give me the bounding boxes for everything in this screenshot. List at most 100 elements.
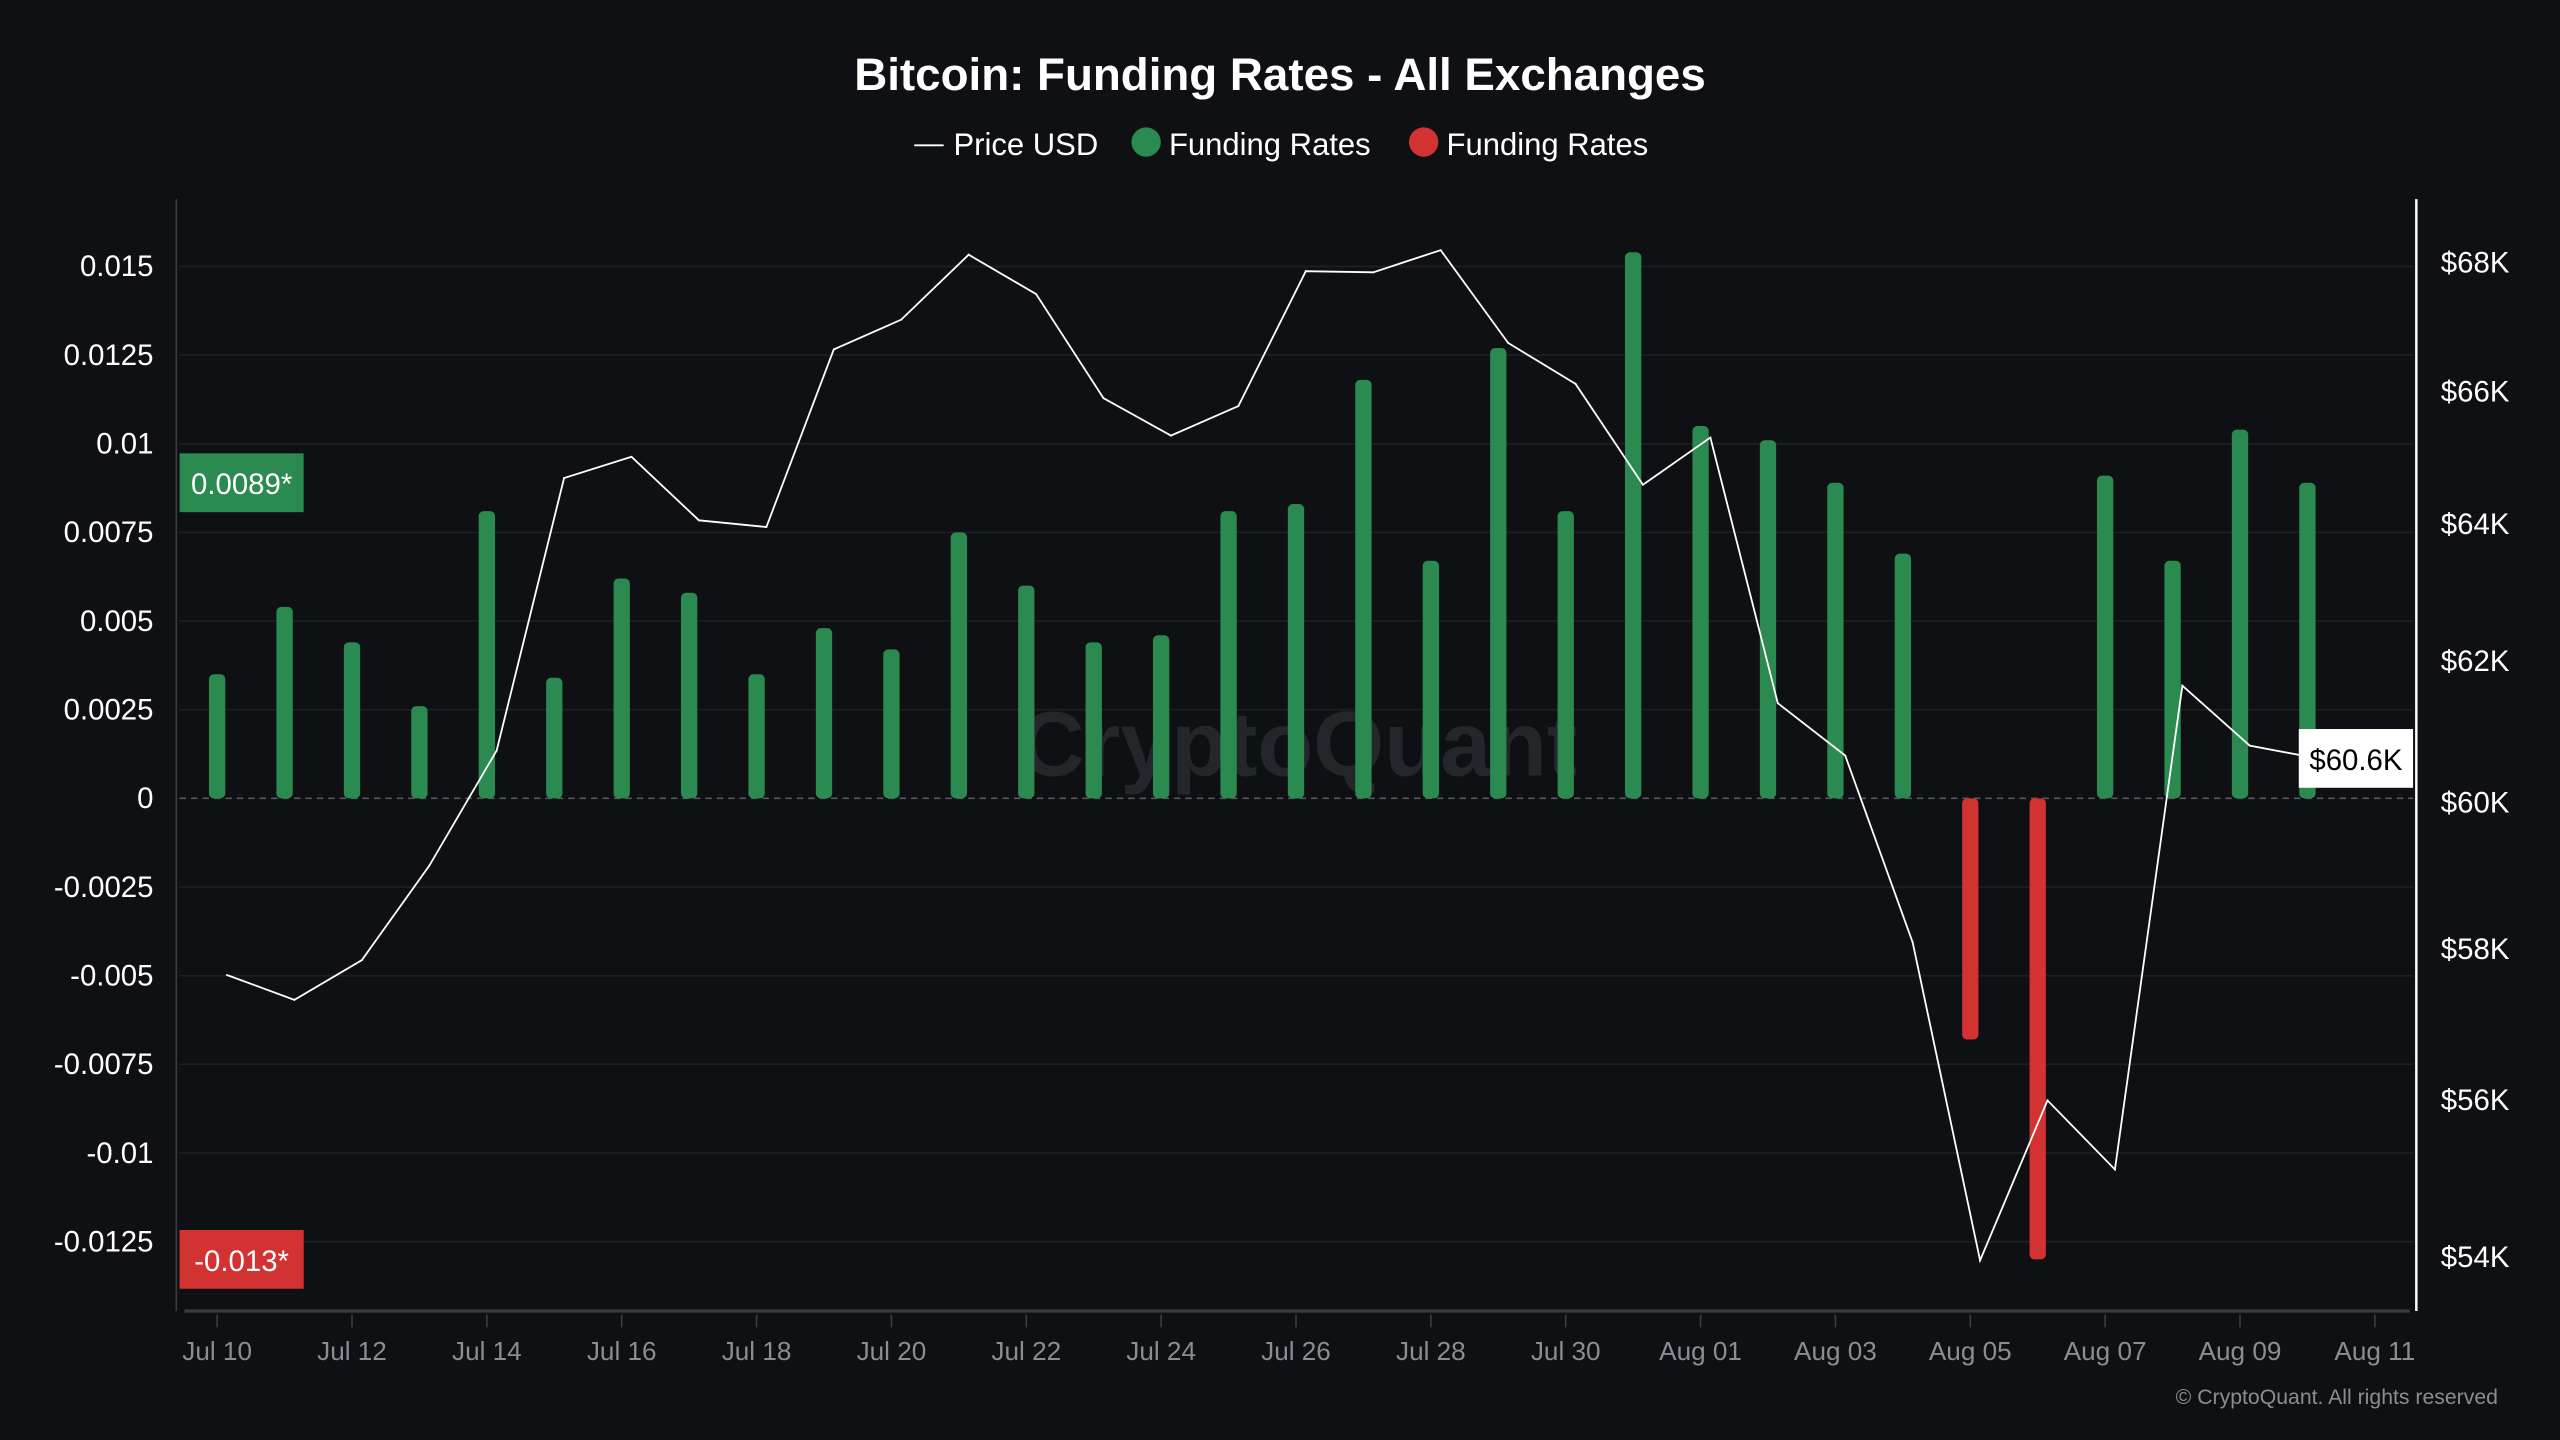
funding-rate-bar	[1759, 440, 1777, 799]
funding-rate-bar	[883, 649, 900, 799]
price-point	[293, 998, 296, 1001]
funding-rate-bar	[411, 706, 428, 799]
funding-rate-bar	[1962, 798, 1979, 1040]
funding-rate-bar	[208, 674, 226, 799]
left-tick-label: 0.0025	[64, 694, 154, 727]
left-tick-label: -0.005	[70, 959, 153, 992]
current-price-marker	[2298, 729, 2414, 788]
left-tick-label: -0.0075	[54, 1048, 154, 1081]
funding-rate-bar	[1152, 635, 1170, 799]
current-price-label: $60.6K	[2309, 744, 2403, 777]
left-tick-label: 0.0075	[64, 516, 154, 549]
funding-rate-bar	[1220, 511, 1237, 799]
footer-copyright: © CryptoQuant. All rights reserved	[2176, 1386, 2498, 1409]
price-point	[428, 864, 431, 867]
right-tick-label: $54K	[2441, 1241, 2510, 1274]
left-tick-label: 0.015	[80, 250, 154, 283]
right-tick-label: $62K	[2441, 645, 2510, 678]
left-tick-label: 0	[137, 782, 153, 815]
funding-rate-bar	[546, 677, 563, 799]
x-tick-label: Jul 22	[991, 1336, 1061, 1366]
bars	[208, 252, 2316, 1260]
right-tick-label: $64K	[2441, 508, 2510, 541]
price-point	[1574, 382, 1577, 385]
funding-rate-bar	[748, 674, 765, 799]
price-point	[495, 749, 498, 752]
funding-rate-bar	[2231, 429, 2249, 799]
price-point	[1776, 702, 1779, 705]
left-tick-label: 0.0125	[64, 339, 154, 372]
funding-rate-bar	[1018, 585, 1035, 799]
right-tick-label: $60K	[2441, 787, 2510, 820]
x-tick-label: Jul 14	[452, 1336, 522, 1366]
price-point	[832, 348, 835, 351]
price-point	[765, 526, 768, 529]
funding-rate-bar	[950, 532, 968, 799]
price-point	[1979, 1259, 1982, 1262]
legend-circle-icon	[1131, 127, 1161, 157]
x-tick-label: Jul 16	[587, 1336, 657, 1366]
x-tick-label: Aug 11	[2334, 1336, 2415, 1366]
chart-title: Bitcoin: Funding Rates - All Exchanges	[854, 49, 1706, 100]
legend-label: Funding Rates	[1447, 127, 1649, 162]
price-point	[630, 455, 633, 458]
price-point	[2181, 684, 2184, 687]
x-tick-label: Aug 03	[1794, 1336, 1877, 1366]
min-funding-label: -0.013*	[194, 1245, 289, 1278]
price-point	[1641, 483, 1644, 486]
funding-rate-bar	[1422, 560, 1440, 799]
price-point	[2113, 1168, 2116, 1171]
price-point	[360, 959, 363, 962]
x-tick-label: Jul 20	[857, 1336, 927, 1366]
funding-rate-bar	[2029, 798, 2046, 1260]
price-point	[1709, 436, 1712, 439]
price-point	[967, 253, 970, 256]
right-tick-label: $56K	[2441, 1084, 2510, 1117]
x-tick-label: Jul 10	[182, 1336, 252, 1366]
price-point	[2248, 744, 2251, 747]
x-tick-label: Jul 12	[317, 1336, 387, 1366]
funding-rate-bar	[2299, 482, 2316, 799]
price-point	[1439, 249, 1442, 252]
x-tick-label: Jul 26	[1261, 1336, 1331, 1366]
right-tick-label: $68K	[2441, 247, 2510, 280]
legend: Price USD Funding Rates Funding Rates	[914, 127, 1648, 162]
price-point	[1911, 941, 1914, 944]
price-point	[1844, 754, 1847, 757]
funding-rate-bar	[1894, 553, 1912, 799]
x-tick-label: Aug 07	[2064, 1336, 2147, 1366]
price-point	[2046, 1099, 2049, 1102]
price-point	[1169, 434, 1172, 437]
left-tick-label: 0.01	[96, 428, 153, 461]
axes: 0.015 0.0125 0.01 0.0075 0.005 0.0025 0 -0.0025…	[54, 199, 2510, 1366]
funding-rate-bar	[815, 628, 833, 799]
funding-rate-bar	[1557, 511, 1574, 799]
left-tick-label: -0.0025	[54, 871, 154, 904]
price-point	[1035, 293, 1038, 296]
price-point	[1304, 270, 1307, 273]
current-funding-label: 0.0089*	[191, 468, 292, 501]
x-tick-label: Jul 24	[1126, 1336, 1196, 1366]
legend-label: Funding Rates	[1169, 127, 1371, 162]
funding-rate-bar	[1827, 482, 1844, 799]
current-funding-marker	[179, 453, 304, 513]
funding-rate-bar	[1355, 379, 1372, 799]
price-point	[1372, 271, 1375, 274]
min-funding-marker	[179, 1229, 304, 1289]
left-tick-label: -0.0125	[54, 1225, 154, 1258]
x-tick-label: Aug 09	[2199, 1336, 2282, 1366]
price-point	[1237, 405, 1240, 408]
right-tick-label: $66K	[2441, 375, 2510, 408]
price-usd-line	[226, 249, 2318, 1264]
x-tick-label: Aug 01	[1659, 1336, 1742, 1366]
price-line	[225, 249, 2319, 1264]
legend-circle-icon	[1408, 127, 1439, 157]
left-tick-label: 0.005	[80, 605, 154, 638]
funding-rate-bar	[1692, 426, 1709, 799]
funding-rate-bar	[1490, 348, 1507, 799]
x-tick-label: Aug 05	[1929, 1336, 2012, 1366]
x-tick-label: Jul 30	[1531, 1336, 1601, 1366]
left-tick-label: -0.01	[87, 1137, 154, 1170]
x-tick-label: Jul 28	[1396, 1336, 1466, 1366]
